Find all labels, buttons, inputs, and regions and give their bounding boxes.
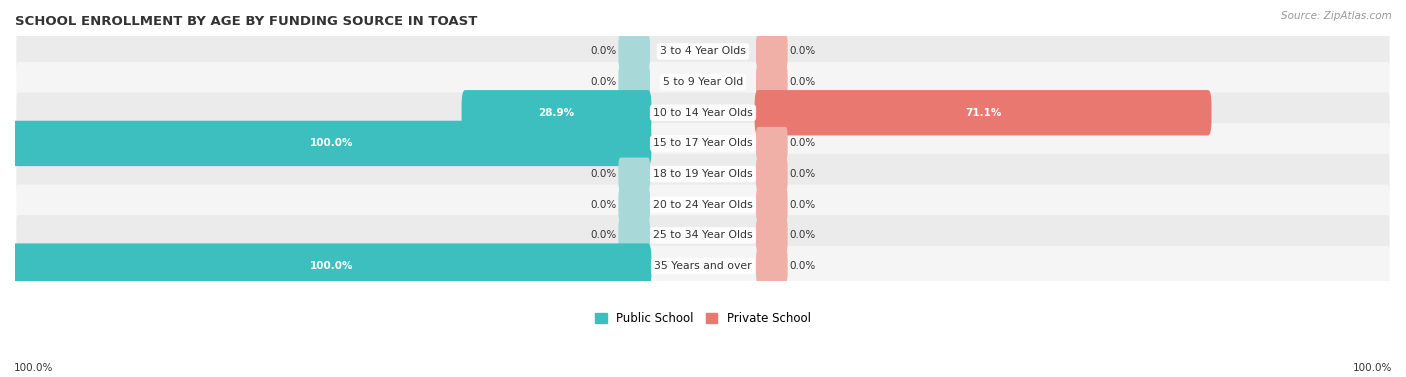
FancyBboxPatch shape (756, 188, 787, 221)
Text: 100.0%: 100.0% (309, 138, 353, 149)
Legend: Public School, Private School: Public School, Private School (591, 307, 815, 329)
Text: 0.0%: 0.0% (591, 46, 617, 57)
Text: 0.0%: 0.0% (789, 230, 815, 241)
Text: 0.0%: 0.0% (789, 169, 815, 179)
Text: 28.9%: 28.9% (538, 108, 575, 118)
FancyBboxPatch shape (756, 35, 787, 68)
FancyBboxPatch shape (17, 246, 1389, 286)
FancyBboxPatch shape (17, 215, 1389, 256)
FancyBboxPatch shape (619, 219, 650, 252)
FancyBboxPatch shape (619, 158, 650, 191)
Text: 0.0%: 0.0% (789, 77, 815, 87)
Text: 5 to 9 Year Old: 5 to 9 Year Old (662, 77, 744, 87)
Text: 10 to 14 Year Olds: 10 to 14 Year Olds (654, 108, 752, 118)
Text: Source: ZipAtlas.com: Source: ZipAtlas.com (1281, 11, 1392, 21)
FancyBboxPatch shape (756, 66, 787, 99)
Text: 25 to 34 Year Olds: 25 to 34 Year Olds (654, 230, 752, 241)
Text: 3 to 4 Year Olds: 3 to 4 Year Olds (659, 46, 747, 57)
FancyBboxPatch shape (756, 250, 787, 283)
FancyBboxPatch shape (619, 188, 650, 221)
FancyBboxPatch shape (17, 154, 1389, 194)
Text: 0.0%: 0.0% (789, 261, 815, 271)
FancyBboxPatch shape (17, 92, 1389, 133)
FancyBboxPatch shape (17, 62, 1389, 102)
FancyBboxPatch shape (619, 66, 650, 99)
Text: 100.0%: 100.0% (14, 363, 53, 373)
Text: 0.0%: 0.0% (789, 46, 815, 57)
Text: 18 to 19 Year Olds: 18 to 19 Year Olds (654, 169, 752, 179)
FancyBboxPatch shape (756, 158, 787, 191)
Text: 0.0%: 0.0% (789, 200, 815, 210)
FancyBboxPatch shape (17, 184, 1389, 225)
Text: 0.0%: 0.0% (591, 169, 617, 179)
Text: 0.0%: 0.0% (591, 77, 617, 87)
Text: 0.0%: 0.0% (591, 200, 617, 210)
Text: 35 Years and over: 35 Years and over (654, 261, 752, 271)
Text: 0.0%: 0.0% (591, 230, 617, 241)
Text: 15 to 17 Year Olds: 15 to 17 Year Olds (654, 138, 752, 149)
Text: 20 to 24 Year Olds: 20 to 24 Year Olds (654, 200, 752, 210)
FancyBboxPatch shape (17, 31, 1389, 72)
FancyBboxPatch shape (756, 219, 787, 252)
Text: 100.0%: 100.0% (1353, 363, 1392, 373)
FancyBboxPatch shape (17, 123, 1389, 164)
Text: SCHOOL ENROLLMENT BY AGE BY FUNDING SOURCE IN TOAST: SCHOOL ENROLLMENT BY AGE BY FUNDING SOUR… (15, 15, 478, 28)
FancyBboxPatch shape (11, 244, 651, 289)
FancyBboxPatch shape (756, 127, 787, 160)
Text: 71.1%: 71.1% (965, 108, 1001, 118)
FancyBboxPatch shape (11, 121, 651, 166)
FancyBboxPatch shape (461, 90, 651, 135)
FancyBboxPatch shape (755, 90, 1212, 135)
Text: 100.0%: 100.0% (309, 261, 353, 271)
Text: 0.0%: 0.0% (789, 138, 815, 149)
FancyBboxPatch shape (619, 35, 650, 68)
